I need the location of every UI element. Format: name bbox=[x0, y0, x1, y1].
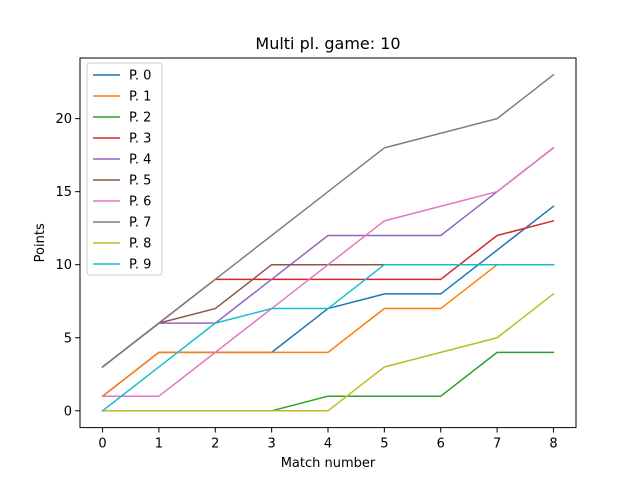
series-line bbox=[101, 263, 555, 412]
legend-label: P. 5 bbox=[129, 174, 151, 189]
series-line bbox=[101, 292, 555, 412]
x-tick-label: 0 bbox=[98, 437, 106, 452]
x-tick-label: 6 bbox=[437, 437, 445, 452]
plot-frame bbox=[79, 57, 577, 429]
legend-label: P. 9 bbox=[129, 258, 151, 273]
y-tick-label: 15 bbox=[55, 185, 72, 200]
legend-label: P. 6 bbox=[129, 195, 151, 210]
legend-label: P. 0 bbox=[129, 69, 151, 84]
legend: P. 0 P. 1 P. 2 P. 3 P. 4 P. 5 P. 6 P. 7 P. 8 P. 9 bbox=[86, 62, 163, 276]
y-tick-label: 20 bbox=[55, 112, 72, 127]
legend-label: P. 3 bbox=[129, 132, 151, 147]
x-tick-label: 2 bbox=[211, 437, 219, 452]
x-tick-label: 8 bbox=[549, 437, 557, 452]
series-lines bbox=[101, 73, 555, 412]
legend-label: P. 1 bbox=[129, 90, 151, 105]
x-tick-label: 5 bbox=[380, 437, 388, 452]
x-tick-label: 7 bbox=[493, 437, 501, 452]
x-tick-label: 3 bbox=[267, 437, 275, 452]
y-tick-label: 0 bbox=[64, 404, 72, 419]
series-line bbox=[101, 146, 555, 369]
legend-label: P. 8 bbox=[129, 237, 151, 252]
series-line bbox=[101, 146, 555, 397]
y-axis-ticks: 0 5 10 15 20 bbox=[55, 112, 80, 419]
y-tick-label: 10 bbox=[55, 258, 72, 273]
chart-title: Multi pl. game: 10 bbox=[255, 34, 400, 53]
legend-label: P. 2 bbox=[129, 111, 151, 126]
series-line bbox=[101, 73, 555, 369]
x-tick-label: 1 bbox=[155, 437, 163, 452]
x-axis-label: Match number bbox=[281, 456, 376, 471]
legend-label: P. 7 bbox=[129, 216, 151, 231]
x-axis-ticks: 0 1 2 3 4 5 6 7 8 bbox=[98, 427, 558, 452]
y-tick-label: 5 bbox=[64, 331, 72, 346]
y-axis-label: Points bbox=[33, 223, 48, 262]
x-tick-label: 4 bbox=[324, 437, 332, 452]
legend-label: P. 4 bbox=[129, 153, 151, 168]
